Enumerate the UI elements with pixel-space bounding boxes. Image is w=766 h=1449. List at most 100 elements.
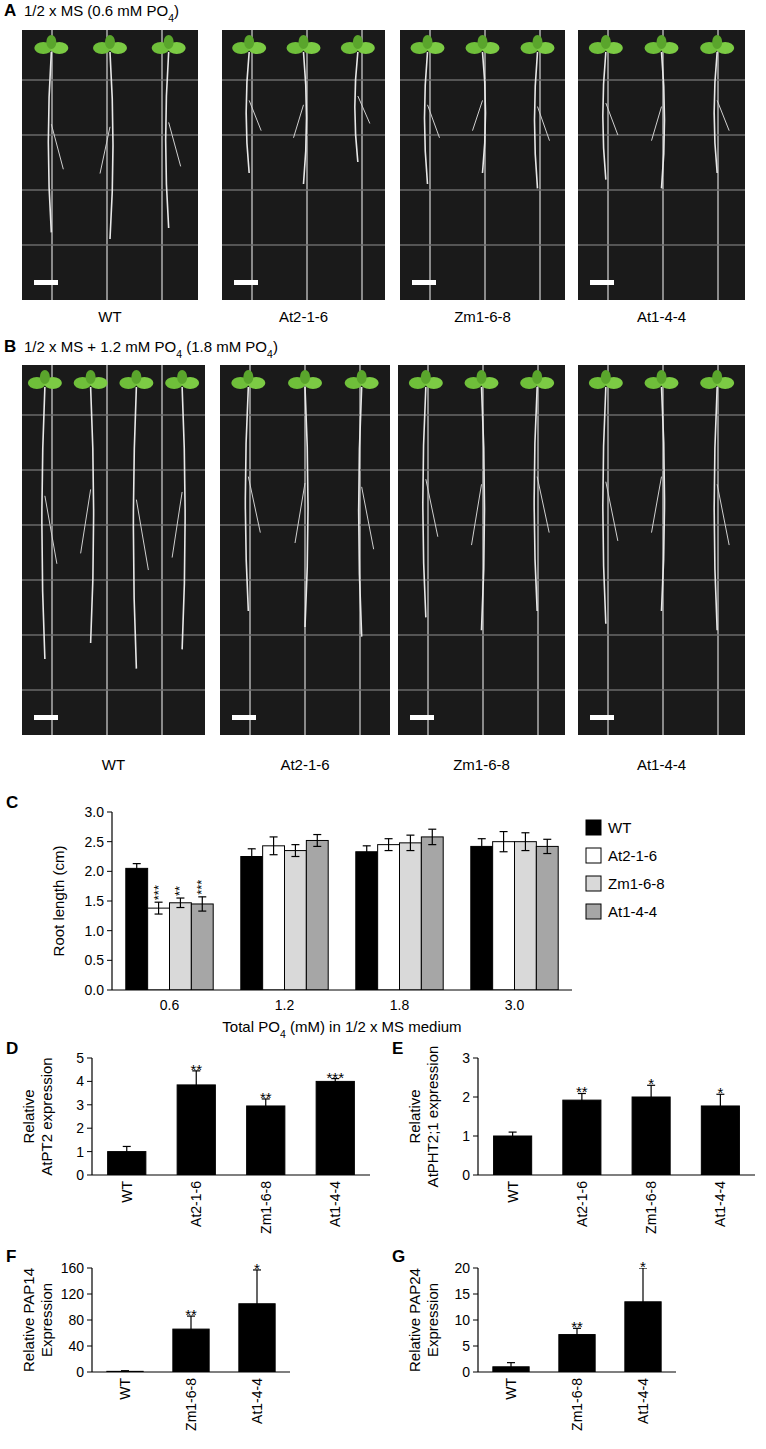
plate-grid xyxy=(578,414,745,416)
y-tick xyxy=(473,1175,478,1176)
error-cap xyxy=(406,835,414,836)
genotype-label: WT xyxy=(98,308,121,325)
plate-grid xyxy=(22,579,205,581)
leaf xyxy=(243,370,253,384)
scale-bar xyxy=(234,280,258,285)
plate-grid xyxy=(306,30,308,300)
error-bar xyxy=(313,835,321,847)
error-bar xyxy=(406,835,414,850)
root xyxy=(305,387,308,627)
root xyxy=(483,52,486,173)
y-tick-label: 15 xyxy=(454,1286,470,1302)
panel-label: F xyxy=(6,1247,16,1266)
root xyxy=(714,52,717,173)
x-tick-label: Zm1-6-8 xyxy=(258,1181,274,1234)
scale-bar xyxy=(410,715,434,720)
bar xyxy=(285,851,307,990)
y-tick-label: 2 xyxy=(462,1089,470,1105)
plot-area xyxy=(126,829,558,990)
plate-grid xyxy=(361,30,363,300)
plate-grid xyxy=(22,634,205,636)
error-cap xyxy=(198,896,206,897)
genotype-label: WT xyxy=(102,756,125,773)
photo-background xyxy=(398,365,565,735)
error-cap xyxy=(155,902,163,903)
y-tick-label: 0.5 xyxy=(85,952,105,968)
y-tick xyxy=(87,1151,92,1152)
panel-label: D xyxy=(6,1039,18,1058)
photo-background xyxy=(578,30,745,300)
lateral-root xyxy=(606,482,618,541)
error-cap xyxy=(313,846,321,847)
scale-bar xyxy=(590,280,614,285)
photo xyxy=(220,365,390,735)
error-bar xyxy=(639,1268,647,1336)
error-cap xyxy=(573,1340,581,1341)
panel-title: 1/2 x MS + 1.2 mM PO4 (1.8 mM PO4) xyxy=(24,338,278,360)
error-bar xyxy=(133,864,141,873)
legend-swatch xyxy=(586,876,601,891)
y-tick-label: 4 xyxy=(76,1073,84,1089)
genotype-label: At2-1-6 xyxy=(279,308,328,325)
error-cap xyxy=(639,1335,647,1336)
y-tick xyxy=(87,1268,92,1269)
plate-grid xyxy=(161,30,163,300)
error-line xyxy=(388,839,389,851)
leaf xyxy=(423,35,433,49)
plate-grid xyxy=(51,30,53,300)
error-cap xyxy=(198,910,206,911)
leaf xyxy=(477,370,487,384)
significance: *** xyxy=(194,880,209,895)
y-axis-label: AtPHT2;1 expression xyxy=(424,1046,441,1188)
error-cap xyxy=(270,854,278,855)
root xyxy=(245,387,248,611)
y-axis xyxy=(477,1268,478,1372)
error-bar xyxy=(507,1363,515,1371)
y-tick xyxy=(473,1294,478,1295)
plate-grid xyxy=(398,689,565,691)
lateral-root xyxy=(294,105,304,138)
leaf xyxy=(105,35,115,49)
plate-grid xyxy=(578,244,745,246)
plate-grid xyxy=(220,579,390,581)
x-tick-label: 1.2 xyxy=(275,997,295,1013)
x-tick-label: WT xyxy=(503,1378,519,1400)
leaf xyxy=(533,35,543,49)
bar xyxy=(494,1136,532,1175)
plot-area xyxy=(107,1270,275,1372)
photo-background xyxy=(400,30,565,300)
error-cap xyxy=(500,851,508,852)
panel-label: A xyxy=(4,1,16,20)
plate-grid xyxy=(222,244,385,246)
leaf xyxy=(657,35,667,49)
error-line xyxy=(158,902,159,914)
y-tick-label: 2.5 xyxy=(85,834,105,850)
chart: G05101520Relative PAP24Expression***WTZm… xyxy=(392,1247,676,1431)
error-bar xyxy=(123,1146,131,1156)
significance: ** xyxy=(185,1306,197,1323)
bar xyxy=(170,903,192,990)
bar xyxy=(247,1106,285,1175)
error-cap xyxy=(647,1108,655,1109)
x-axis xyxy=(92,1371,290,1372)
plate-grid xyxy=(607,30,609,300)
error-line xyxy=(180,898,181,907)
error-cap xyxy=(176,897,184,898)
error-cap xyxy=(543,853,551,854)
root xyxy=(535,52,538,188)
error-cap xyxy=(428,829,436,830)
error-cap xyxy=(521,832,529,833)
error-cap xyxy=(155,913,163,914)
root xyxy=(133,387,136,669)
lateral-root xyxy=(100,127,110,174)
plate-grid xyxy=(482,365,484,735)
y-tick xyxy=(107,841,112,842)
panel-label: E xyxy=(392,1039,403,1058)
y-tick xyxy=(87,1058,92,1059)
error-cap xyxy=(543,839,551,840)
lateral-root xyxy=(717,100,729,130)
y-tick-label: 80 xyxy=(68,1312,84,1328)
scale-bar xyxy=(232,715,256,720)
genotype-label: At1-4-4 xyxy=(637,308,686,325)
y-tick-label: 0.0 xyxy=(85,982,105,998)
